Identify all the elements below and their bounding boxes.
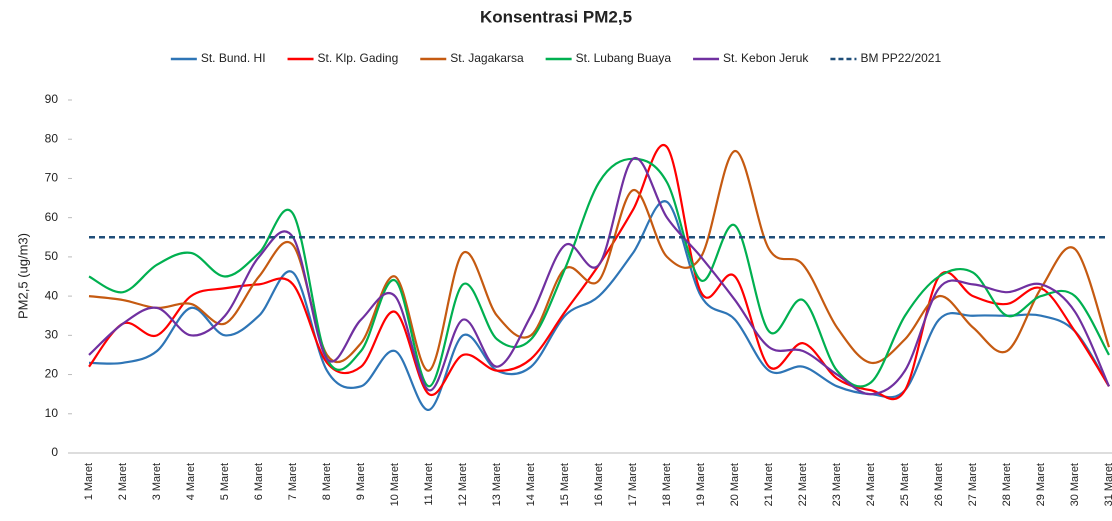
x-tick-label: 17 Maret [627,463,639,506]
y-tick-label: 50 [45,249,59,263]
legend-label: St. Lubang Buaya [576,51,672,65]
y-tick-label: 0 [51,445,58,459]
x-tick-label: 7 Maret [287,463,299,500]
y-tick-label: 70 [45,171,59,185]
chart-title: Konsentrasi PM2,5 [480,7,632,26]
y-axis-label: PM2,5 (ug/m3) [15,233,30,319]
x-tick-label: 6 Maret [253,463,265,500]
y-tick-label: 40 [45,288,59,302]
x-tick-label: 4 Maret [185,463,197,500]
x-tick-label: 18 Maret [661,463,673,506]
x-tick-label: 27 Maret [967,463,979,506]
y-tick-label: 90 [45,92,59,106]
x-tick-label: 12 Maret [457,463,469,506]
x-tick-label: 10 Maret [389,463,401,506]
x-tick-label: 16 Maret [593,463,605,506]
x-tick-label: 29 Maret [1035,463,1047,506]
x-tick-label: 13 Maret [491,463,503,506]
x-tick-label: 1 Maret [83,463,95,500]
x-tick-label: 2 Maret [117,463,129,500]
series-line [88,200,1110,411]
y-tick-label: 80 [45,131,59,145]
series-line [88,157,1110,388]
x-tick-label: 23 Maret [831,463,843,506]
series-line [88,157,1111,396]
x-tick-label: 21 Maret [763,463,775,506]
x-tick-label: 24 Maret [865,463,877,506]
x-tick-label: 22 Maret [797,463,809,506]
x-tick-label: 9 Maret [355,463,367,500]
legend-label: St. Kebon Jeruk [723,51,809,65]
x-tick-label: 25 Maret [899,463,911,506]
x-tick-label: 14 Maret [525,463,537,506]
series-line [88,143,1110,401]
x-tick-label: 15 Maret [559,463,571,506]
legend-label: St. Klp. Gading [318,51,399,65]
legend-label: St. Jagakarsa [450,51,524,65]
y-tick-label: 20 [45,367,59,381]
x-tick-label: 3 Maret [151,463,163,500]
series-line [88,149,1111,372]
x-tick-label: 5 Maret [219,463,231,500]
x-tick-label: 30 Maret [1069,463,1081,506]
legend-label: St. Bund. HI [201,51,266,65]
legend-label: BM PP22/2021 [860,51,941,65]
x-tick-label: 28 Maret [1001,463,1013,506]
y-tick-label: 60 [45,210,59,224]
x-tick-label: 20 Maret [729,463,741,506]
x-tick-label: 19 Maret [695,463,707,506]
y-tick-label: 30 [45,328,59,342]
x-tick-label: 8 Maret [321,463,333,500]
x-tick-label: 11 Maret [423,463,435,506]
x-tick-label: 31 Maret [1103,463,1112,506]
y-tick-label: 10 [45,406,59,420]
x-tick-label: 26 Maret [933,463,945,506]
